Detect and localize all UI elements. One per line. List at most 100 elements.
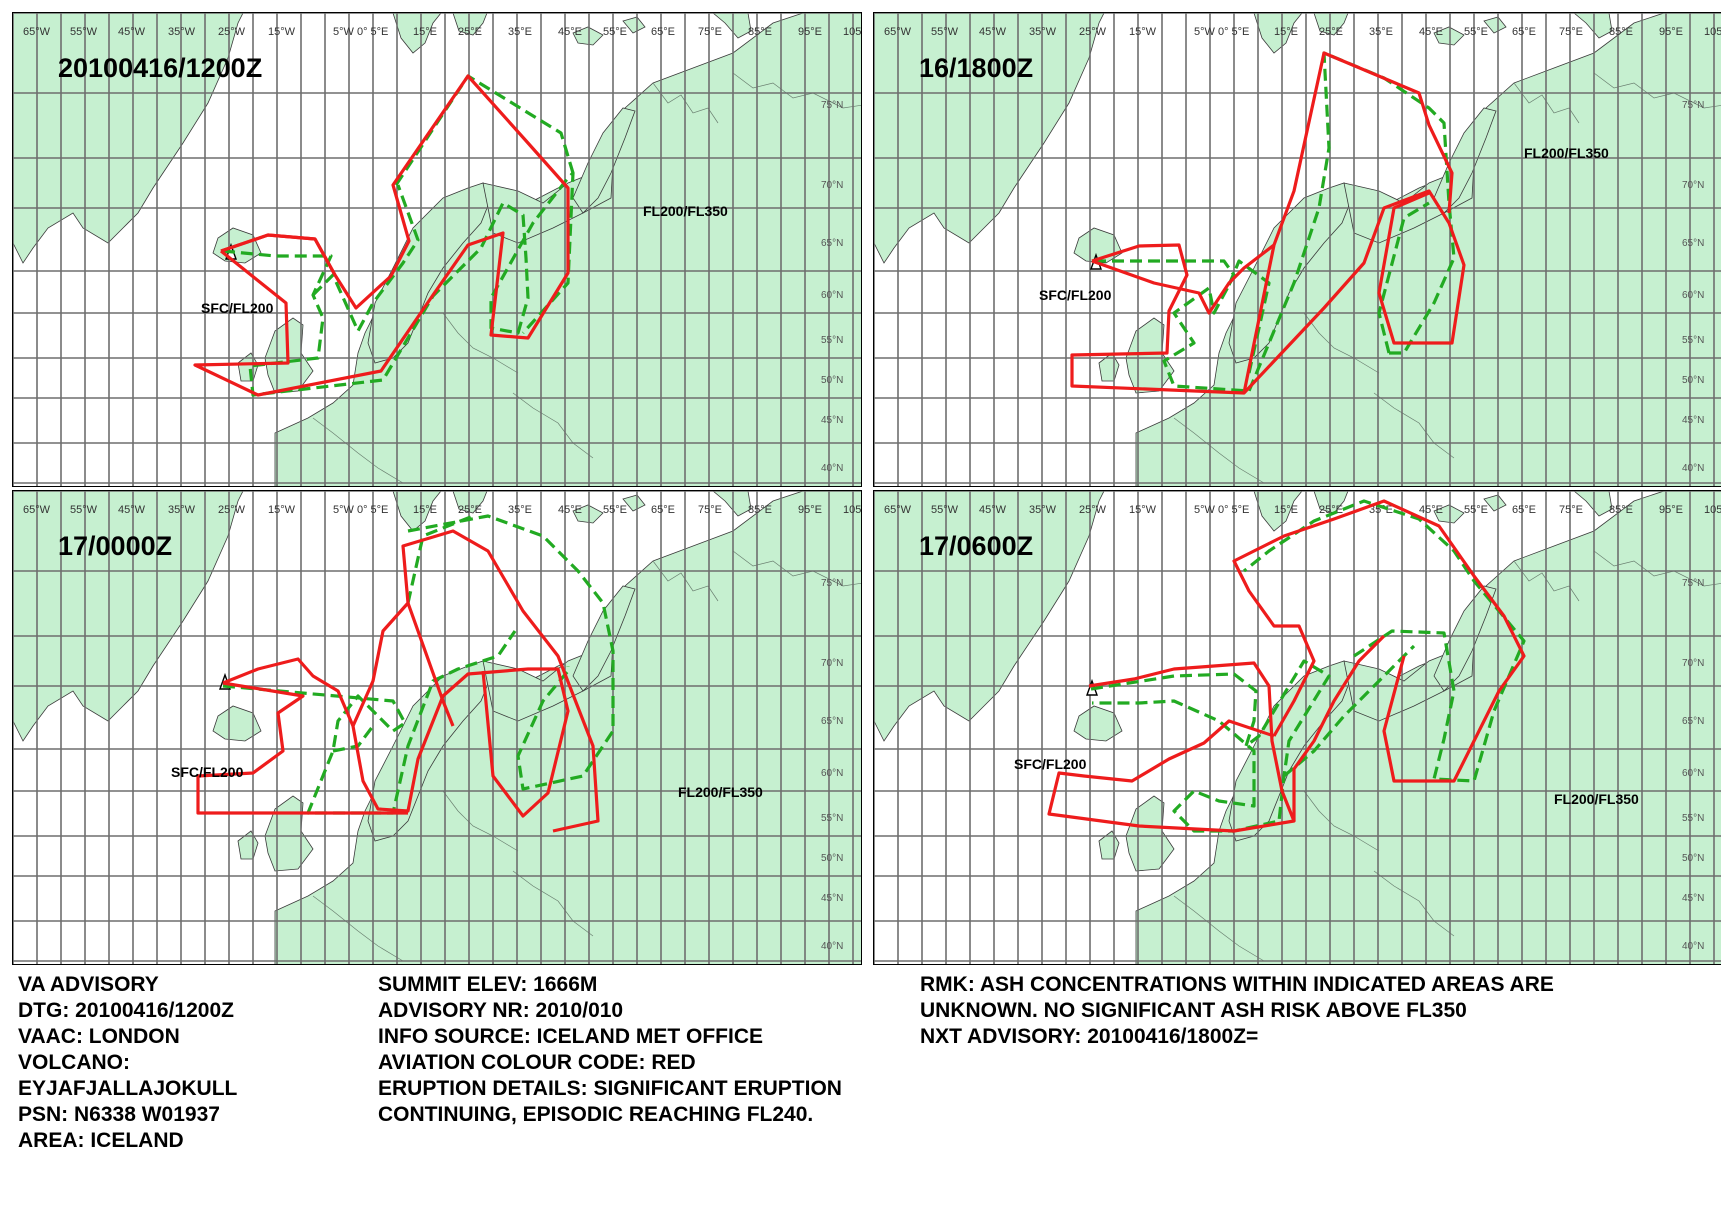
land-area [1433,26,1465,46]
latitude-label: 65°N [1682,238,1704,249]
latitude-label: 40°N [1682,463,1704,474]
longitude-label: 45°E [1419,26,1443,38]
flight-level-label: SFC/FL200 [1039,287,1112,303]
latitude-label: 45°N [1682,893,1704,904]
advisory-line: AVIATION COLOUR CODE: RED [378,1051,696,1074]
latitude-label: 65°N [821,716,843,727]
map-canvas: 65°W 55°W 45°W 35°W 25°W 15°W 5°W 0° 5°E 15°E 25… [13,491,861,964]
longitude-label: 55°E [603,504,627,516]
land-area [1573,491,1613,517]
land-area [1573,13,1613,39]
longitude-label: 5°W 0° 5°E [1194,26,1249,38]
longitude-label: 35°W [1029,26,1057,38]
land-area [1253,13,1303,54]
longitude-label: 95°E [798,26,822,38]
longitude-label: 15°E [413,26,437,38]
advisory-line: CONTINUING, EPISODIC REACHING FL240. [378,1103,814,1126]
longitude-label: 105°E [1704,26,1721,38]
longitude-label: 85°E [748,504,772,516]
border-line [312,895,404,962]
longitude-label: 25°E [458,26,482,38]
latitude-label: 75°N [1682,578,1704,589]
border-line [1373,392,1455,459]
flight-level-label: SFC/FL200 [201,300,274,316]
land-area [452,491,488,514]
longitude-label: 5°W 0° 5°E [333,26,388,38]
longitude-label: 65°W [884,26,912,38]
map-panel-1200z: 65°W 55°W 45°W 35°W 25°W 15°W 5°W 0° 5°E 15°E 25… [12,12,862,487]
advisory-column-2: SUMMIT ELEV: 1666M ADVISORY NR: 2010/010… [378,972,842,1128]
ash-forecast-boundary [222,630,517,815]
ash-forecast-boundary [406,514,474,604]
border-line [1593,72,1721,109]
land-area [622,494,646,512]
land-area [13,13,244,264]
advisory-column-1: VA ADVISORY DTG: 20100416/1200Z VAAC: LO… [18,972,237,1154]
map-panel-0000z: 65°W 55°W 45°W 35°W 25°W 15°W 5°W 0° 5°E 15°E 25… [12,490,862,965]
land-area [1433,504,1465,524]
latitude-label: 70°N [1682,658,1704,669]
panel-title: 16/1800Z [919,53,1034,83]
latitude-label: 40°N [821,463,843,474]
border-line [1593,550,1721,587]
latitude-label: 65°N [1682,716,1704,727]
border-line [732,550,861,587]
longitude-label: 105°E [843,26,862,38]
latitude-label: 65°N [821,238,843,249]
land-area [367,182,494,364]
border-line [1173,895,1265,962]
land-area [874,491,1105,742]
longitude-label: 65°E [1512,504,1536,516]
longitude-label: 95°E [1659,26,1683,38]
land-area [392,491,442,532]
latitude-label: 55°N [821,335,843,346]
ash-forecast-boundary [1243,499,1526,783]
longitude-label: 5°W 0° 5°E [1194,504,1249,516]
longitude-label: 75°E [698,504,722,516]
ash-observed-boundary [351,529,600,833]
land-area [874,13,1105,264]
ash-observed-boundary [406,602,455,727]
panel-title: 20100416/1200Z [58,53,263,83]
land-area [1253,491,1303,532]
latitude-label: 75°N [821,578,843,589]
longitude-label: 25°E [458,504,482,516]
ash-forecast-boundary [407,514,615,791]
longitude-label: 35°E [1369,26,1393,38]
ash-observed-boundary [196,681,408,815]
ash-observed-boundary [1091,243,1275,315]
latitude-label: 55°N [1682,813,1704,824]
border-line [732,72,861,109]
longitude-label: 15°E [1274,504,1298,516]
longitude-label: 85°E [1609,504,1633,516]
longitude-label: 25°W [1079,26,1107,38]
land-area [622,16,646,34]
longitude-label: 55°E [1464,504,1488,516]
latitude-label: 60°N [1682,768,1704,779]
longitude-label: 25°W [218,26,246,38]
ash-forecast-boundary [1227,259,1271,374]
longitude-label: 35°E [508,504,532,516]
latitude-label: 70°N [1682,180,1704,191]
advisory-line: EYJAFJALLAJOKULL [18,1077,238,1100]
latitude-label: 45°N [821,893,843,904]
border-line [442,790,519,852]
latitude-label: 55°N [821,813,843,824]
latitude-label: 40°N [821,941,843,952]
advisory-line: ADVISORY NR: 2010/010 [378,999,624,1022]
longitude-label: 55°W [70,26,98,38]
advisory-line: NXT ADVISORY: 20100416/1800Z= [920,1025,1259,1048]
longitude-label: 95°E [1659,504,1683,516]
advisory-line: AREA: ICELAND [18,1129,184,1152]
land-area [712,491,752,517]
ash-forecast-boundary [1090,659,1331,833]
advisory-line: UNKNOWN. NO SIGNIFICANT ASH RISK ABOVE F… [920,999,1467,1022]
latitude-label: 60°N [821,768,843,779]
longitude-label: 15°E [1274,26,1298,38]
advisory-line: RMK: ASH CONCENTRATIONS WITHIN INDICATED… [920,973,1554,996]
longitude-label: 55°W [70,504,98,516]
longitude-label: 35°E [508,26,532,38]
ash-forecast-boundary [1094,51,1456,393]
latitude-label: 50°N [1682,375,1704,386]
advisory-line: DTG: 20100416/1200Z [18,999,234,1022]
